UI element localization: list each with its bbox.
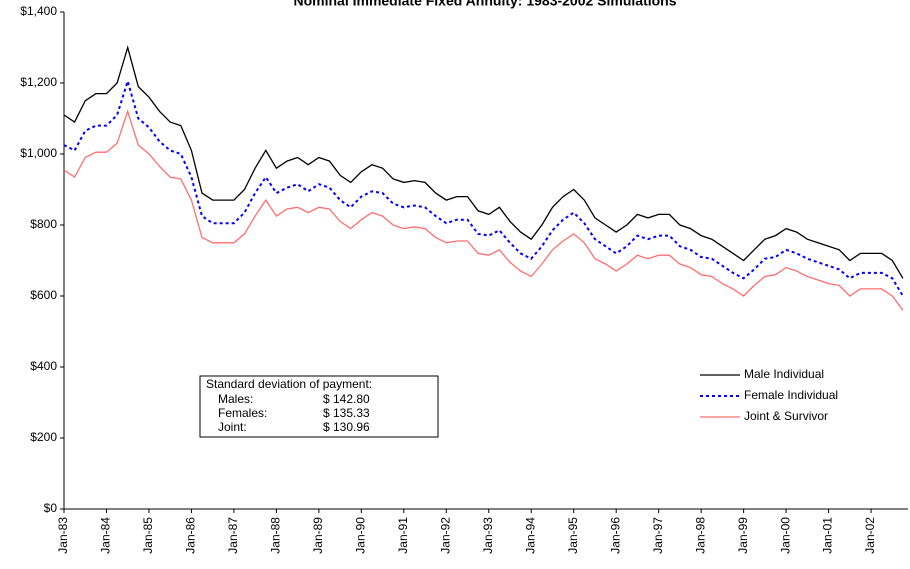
x-tick-label: Jan-95	[566, 517, 580, 554]
y-tick-label: $600	[30, 288, 57, 302]
annotation-label: Females:	[218, 406, 267, 420]
y-tick-label: $800	[30, 217, 57, 231]
x-tick-label: Jan-91	[396, 517, 410, 554]
x-tick-label: Jan-87	[226, 517, 240, 554]
x-tick-label: Jan-99	[736, 517, 750, 554]
x-tick-label: Jan-98	[693, 517, 707, 554]
x-tick-label: Jan-85	[141, 517, 155, 554]
annotation-value: $ 135.33	[323, 406, 370, 420]
x-tick-label: Jan-83	[56, 517, 70, 554]
chart-title: Nominal Immediate Fixed Annuity: 1983-20…	[293, 0, 676, 9]
annotation-title: Standard deviation of payment:	[206, 377, 372, 391]
x-tick-label: Jan-86	[184, 517, 198, 554]
x-tick-label: Jan-02	[863, 517, 877, 554]
x-tick-label: Jan-88	[269, 517, 283, 554]
annotation-value: $ 142.80	[323, 392, 370, 406]
y-tick-label: $1,400	[20, 4, 57, 18]
y-tick-label: $200	[30, 430, 57, 444]
series-line	[63, 45, 904, 279]
series-line	[63, 109, 904, 311]
y-tick-label: $400	[30, 359, 57, 373]
annotation-box	[199, 375, 439, 438]
x-tick-label: Jan-84	[99, 517, 113, 554]
x-tick-label: Jan-93	[481, 517, 495, 554]
x-tick-label: Jan-89	[311, 517, 325, 554]
annotation-label: Males:	[218, 392, 253, 406]
x-tick-label: Jan-01	[821, 517, 835, 554]
annotation-label: Joint:	[218, 420, 247, 434]
x-tick-label: Jan-97	[651, 517, 665, 554]
legend-label: Male Individual	[744, 367, 824, 381]
legend-label: Female Individual	[744, 388, 838, 402]
legend-label: Joint & Survivor	[744, 409, 828, 423]
y-tick-label: $0	[44, 501, 58, 515]
x-tick-label: Jan-92	[438, 517, 452, 554]
annotation-value: $ 130.96	[323, 420, 370, 434]
x-tick-label: Jan-90	[354, 517, 368, 554]
y-tick-label: $1,200	[20, 75, 57, 89]
x-tick-label: Jan-96	[608, 517, 622, 554]
x-tick-label: Jan-00	[778, 517, 792, 554]
y-tick-label: $1,000	[20, 146, 57, 160]
series-line	[63, 77, 904, 297]
x-tick-label: Jan-94	[523, 517, 537, 554]
